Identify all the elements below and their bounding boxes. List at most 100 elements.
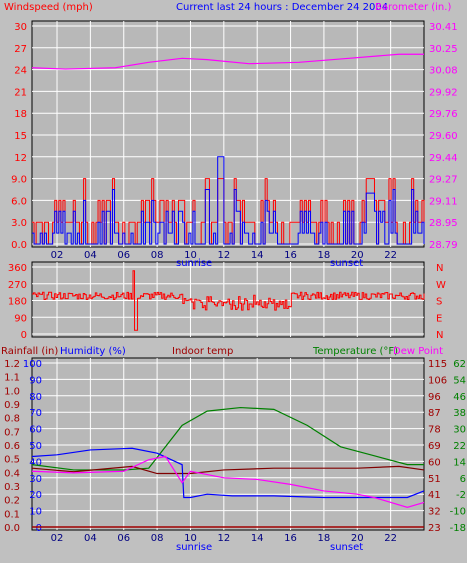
humidity-line bbox=[31, 447, 425, 499]
hour-label: 04 bbox=[84, 250, 97, 261]
sunset-label-top: sunset bbox=[330, 258, 363, 269]
windspeed-tick-label: 27 bbox=[14, 44, 27, 55]
wind-panel bbox=[31, 20, 425, 248]
windspeed-tick-label: 6.0 bbox=[11, 196, 27, 207]
data-series bbox=[31, 53, 425, 528]
humidity-tick-label: 0 bbox=[36, 523, 42, 534]
hour-label: 16 bbox=[284, 533, 297, 544]
hour-label: 12 bbox=[217, 250, 230, 261]
rainfall-tick-label: 1.2 bbox=[4, 359, 20, 370]
direction-tick-label: 360 bbox=[8, 263, 27, 274]
hour-label: 02 bbox=[51, 533, 64, 544]
hour-label: 18 bbox=[318, 250, 331, 261]
sunrise-label-top: sunrise bbox=[176, 258, 212, 269]
dew-point-legend: Dew Point bbox=[393, 346, 443, 357]
wind-speed-line bbox=[32, 156, 425, 245]
compass-tick-label: W bbox=[436, 280, 446, 291]
barometer-tick-label: 28.95 bbox=[429, 218, 458, 229]
direction-tick-label: 0 bbox=[21, 330, 27, 341]
hour-label: 02 bbox=[51, 250, 64, 261]
temperature-tick-label: -18 bbox=[450, 523, 466, 534]
wind-gust-line bbox=[32, 178, 425, 245]
hour-label: 14 bbox=[251, 533, 264, 544]
barometer-tick-label: 29.60 bbox=[429, 131, 458, 142]
humidity-tick-label: 70 bbox=[29, 408, 42, 419]
windspeed-tick-label: 24 bbox=[14, 66, 27, 77]
hour-label: 22 bbox=[384, 250, 397, 261]
rainfall-tick-label: 0.6 bbox=[4, 441, 20, 452]
humidity-tick-label: 80 bbox=[29, 392, 42, 403]
barometer-tick-label: 30.41 bbox=[429, 22, 458, 33]
windspeed-tick-label: 12 bbox=[14, 153, 27, 164]
barometer-tick-label: 30.25 bbox=[429, 44, 458, 55]
indoor-temp-tick-label: 41 bbox=[428, 490, 441, 501]
indoor-temp-tick-label: 60 bbox=[428, 457, 441, 468]
indoor-temp-tick-label: 87 bbox=[428, 408, 441, 419]
temperature-tick-label: 38 bbox=[453, 408, 466, 419]
rainfall-tick-label: 0.9 bbox=[4, 400, 20, 411]
hour-label: 06 bbox=[117, 250, 130, 261]
humidity-tick-label: 30 bbox=[29, 474, 42, 485]
indoor-temp-tick-label: 51 bbox=[428, 474, 441, 485]
humidity-tick-label: 50 bbox=[29, 441, 42, 452]
climate-panel bbox=[31, 357, 425, 531]
barometer-tick-label: 29.44 bbox=[429, 153, 458, 164]
rainfall-legend: Rainfall (in) bbox=[1, 346, 58, 357]
rainfall-tick-label: 0.4 bbox=[4, 468, 20, 479]
compass-tick-label: S bbox=[436, 297, 442, 308]
humidity-tick-label: 100 bbox=[23, 359, 42, 370]
direction-tick-label: 270 bbox=[8, 280, 27, 291]
rainfall-tick-label: 0.2 bbox=[4, 496, 20, 507]
barometer-tick-label: 29.27 bbox=[429, 175, 458, 186]
hour-label: 04 bbox=[84, 533, 97, 544]
windspeed-tick-label: 0.0 bbox=[11, 240, 27, 251]
humidity-tick-label: 10 bbox=[29, 507, 42, 518]
rainfall-tick-label: 0.5 bbox=[4, 455, 20, 466]
direction-tick-label: 90 bbox=[14, 313, 27, 324]
temperature-legend: Temperature (°F) bbox=[312, 346, 398, 357]
compass-tick-label: N bbox=[436, 263, 443, 274]
humidity-tick-label: 20 bbox=[29, 490, 42, 501]
compass-tick-label: N bbox=[436, 330, 443, 341]
barometer-axis-title: Barometer (in.) bbox=[375, 2, 451, 13]
windspeed-tick-label: 9.0 bbox=[11, 175, 27, 186]
chart-title: Current last 24 hours : December 24 2004 bbox=[176, 2, 388, 13]
barometer-line bbox=[31, 53, 424, 70]
indoor-temp-tick-label: 115 bbox=[428, 359, 447, 370]
direction-tick-label: 180 bbox=[8, 297, 27, 308]
rainfall-tick-label: 1.0 bbox=[4, 386, 20, 397]
temperature-tick-label: -2 bbox=[456, 490, 466, 501]
temperature-line bbox=[31, 406, 424, 471]
temperature-tick-label: -10 bbox=[450, 507, 466, 518]
windspeed-tick-label: 3.0 bbox=[11, 218, 27, 229]
windspeed-tick-label: 30 bbox=[14, 22, 27, 33]
barometer-tick-label: 29.76 bbox=[429, 109, 458, 120]
wind-direction-line bbox=[32, 270, 425, 331]
rainfall-tick-label: 0.0 bbox=[4, 523, 20, 534]
humidity-tick-label: 40 bbox=[29, 457, 42, 468]
indoor-temp-tick-label: 32 bbox=[428, 507, 441, 518]
temperature-tick-label: 6 bbox=[460, 474, 466, 485]
windspeed-tick-label: 18 bbox=[14, 109, 27, 120]
hour-label: 10 bbox=[184, 250, 197, 261]
compass-tick-label: E bbox=[436, 313, 442, 324]
hour-label: 08 bbox=[151, 533, 164, 544]
indoor-temp-tick-label: 78 bbox=[428, 425, 441, 436]
indoor-temp-tick-label: 96 bbox=[428, 392, 441, 403]
indoor-temp-tick-label: 23 bbox=[428, 523, 441, 534]
sunrise-label-bottom: sunrise bbox=[176, 542, 212, 553]
hour-label: 18 bbox=[318, 533, 331, 544]
humidity-legend: Humidity (%) bbox=[60, 346, 126, 357]
sunset-label-bottom: sunset bbox=[330, 542, 363, 553]
indoor-temp-legend: Indoor temp bbox=[172, 346, 233, 357]
rainfall-tick-label: 0.7 bbox=[4, 427, 20, 438]
hour-label: 08 bbox=[151, 250, 164, 261]
hour-label: 22 bbox=[384, 533, 397, 544]
barometer-tick-label: 29.92 bbox=[429, 87, 458, 98]
humidity-tick-label: 60 bbox=[29, 425, 42, 436]
barometer-tick-label: 30.08 bbox=[429, 66, 458, 77]
temperature-tick-label: 46 bbox=[453, 392, 466, 403]
hour-label: 06 bbox=[117, 533, 130, 544]
